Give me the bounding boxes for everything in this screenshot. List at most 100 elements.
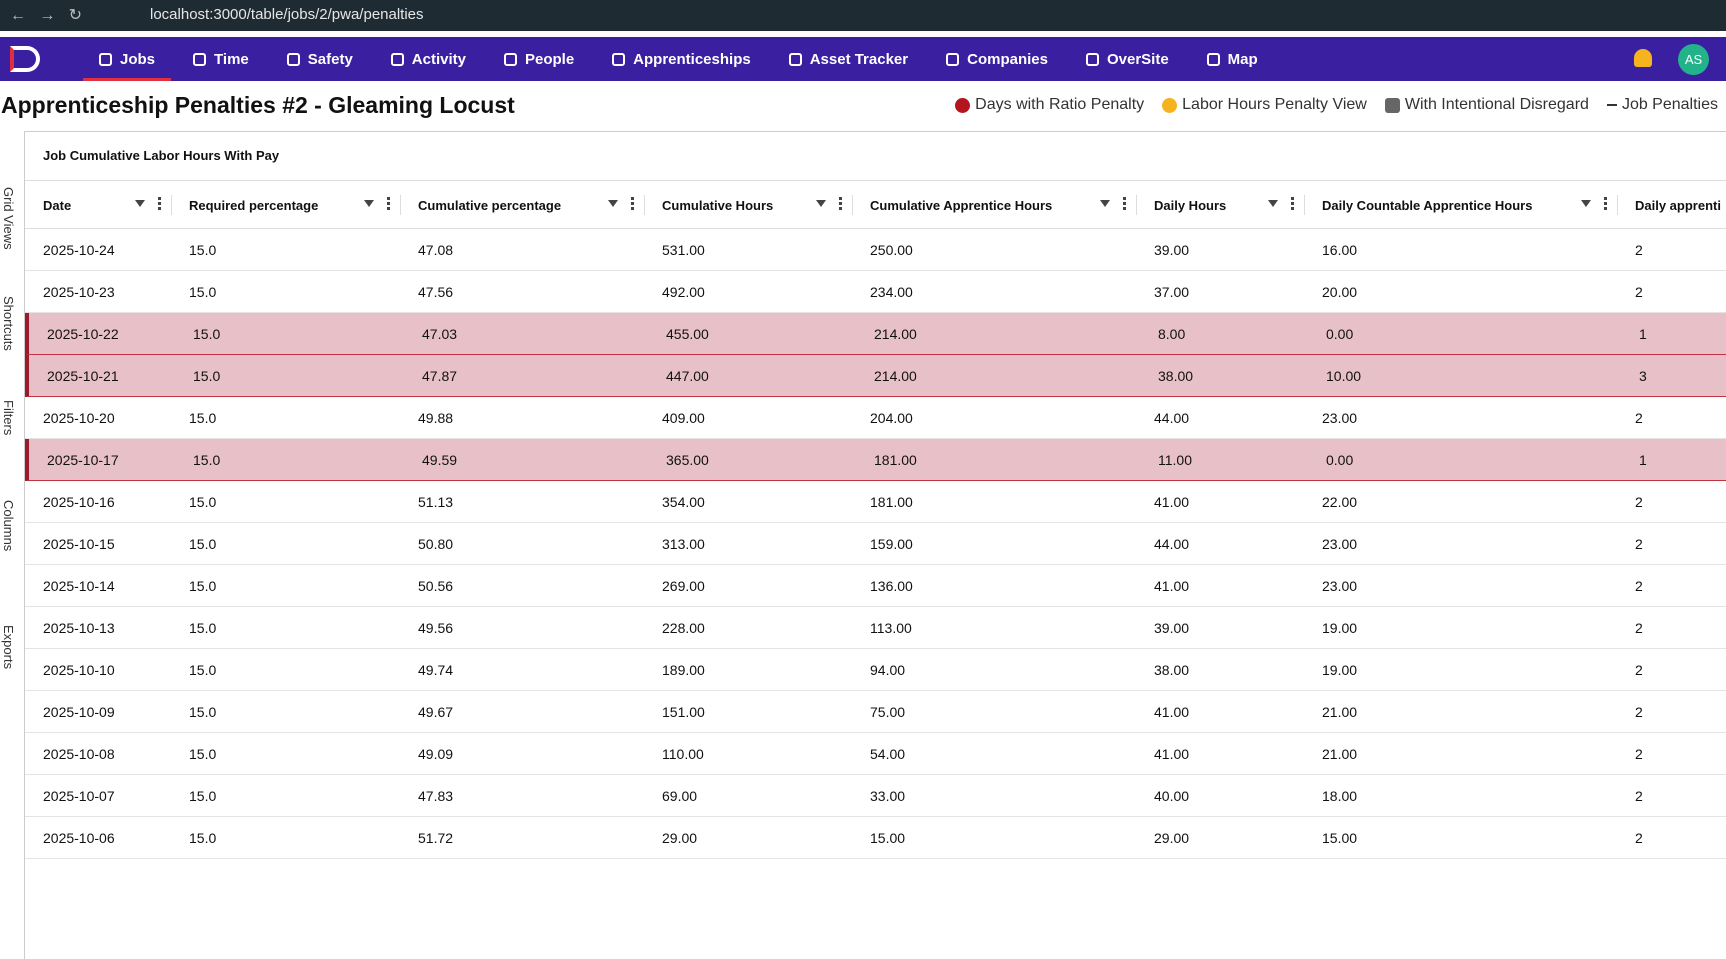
table-row[interactable]: 2025-10-14 15.0 50.56 269.00 136.00 41.00 23.0… [25, 565, 1726, 607]
nav-item[interactable]: Time [174, 37, 268, 81]
filter-icon[interactable] [816, 200, 826, 210]
column-header[interactable]: Daily apprenti [1635, 198, 1721, 213]
table-cell: 110.00 [662, 746, 704, 762]
menu-icon[interactable] [631, 197, 634, 210]
table-row[interactable]: 2025-10-23 15.0 47.56 492.00 234.00 37.00 20.0… [25, 271, 1726, 313]
column-separator [400, 195, 401, 215]
table-row[interactable]: 2025-10-08 15.0 49.09 110.00 54.00 41.00 21.00… [25, 733, 1726, 775]
table-cell: 69.00 [662, 788, 698, 804]
table-cell: 2 [1635, 788, 1643, 804]
menu-icon[interactable] [387, 197, 390, 210]
table-cell: 0.00 [1326, 452, 1354, 468]
filter-icon[interactable] [608, 200, 618, 210]
filter-icon[interactable] [1581, 200, 1591, 210]
header-link[interactable]: Job Penalties [1606, 96, 1718, 114]
nav-item[interactable]: Safety [268, 37, 372, 81]
column-header[interactable]: Required percentage [189, 198, 319, 213]
table-cell: 2025-10-07 [43, 788, 115, 804]
table-cell: 2025-10-10 [43, 662, 115, 678]
header-link[interactable]: With Intentional Disregard [1384, 96, 1589, 114]
link-label: Job Penalties [1621, 96, 1718, 113]
table-cell: 20.00 [1322, 284, 1358, 300]
header-link[interactable]: Labor Hours Penalty View [1162, 96, 1367, 114]
column-header[interactable]: Cumulative Hours [662, 198, 774, 213]
column-header[interactable]: Cumulative percentage [418, 198, 562, 213]
table-cell: 15.0 [189, 620, 217, 636]
menu-icon[interactable] [158, 197, 161, 210]
nav-item[interactable]: Companies [927, 37, 1067, 81]
filter-icon[interactable] [135, 200, 145, 210]
penalty-row[interactable]: 2025-10-22 15.0 47.03 455.00 214.00 8.00 0.00 1 [25, 313, 1726, 355]
table-title: Job Cumulative Labor Hours With Pay [43, 148, 280, 163]
table-row[interactable]: 2025-10-16 15.0 51.13 354.00 181.00 41.00 22.0… [25, 481, 1726, 523]
table-cell: 15.0 [189, 494, 217, 510]
menu-icon[interactable] [1123, 197, 1126, 210]
table-row[interactable]: 2025-10-24 15.0 47.08 531.00 250.00 39.00 16.0… [25, 229, 1726, 271]
table-cell: 47.83 [418, 788, 454, 804]
url[interactable]: localhost:3000/table/jobs/2/pwa/penaltie… [150, 6, 424, 23]
menu-icon[interactable] [839, 197, 842, 210]
bell[interactable] [1634, 49, 1652, 67]
table-cell: 49.88 [418, 410, 454, 426]
table-cell: 0.00 [1326, 326, 1354, 342]
table-row[interactable]: 2025-10-20 15.0 49.88 409.00 204.00 44.00 23.0… [25, 397, 1726, 439]
table-row[interactable]: 2025-10-10 15.0 49.74 189.00 94.00 38.00 19.00… [25, 649, 1726, 691]
link-icon [1384, 97, 1400, 113]
table-row[interactable]: 2025-10-13 15.0 49.56 228.00 113.00 39.00 19.0… [25, 607, 1726, 649]
filter-icon[interactable] [1100, 200, 1110, 210]
sidebar-tab[interactable]: Filters [1, 400, 16, 436]
header-link[interactable]: Days with Ratio Penalty [955, 96, 1144, 114]
nav-icon [612, 52, 626, 66]
nav-items: Jobs Time Safety Activity People Apprenticesh… [80, 37, 1277, 81]
table-cell: 41.00 [1154, 704, 1190, 720]
link-label: Labor Hours Penalty View [1182, 96, 1367, 113]
sidebar-tab[interactable]: Shortcuts [1, 296, 16, 351]
menu-icon[interactable] [1291, 197, 1294, 210]
nav-icon [193, 52, 207, 66]
table-cell: 15.0 [193, 452, 221, 468]
avatar[interactable]: AS [1678, 44, 1709, 75]
nav-item[interactable]: Asset Tracker [770, 37, 927, 81]
table-cell: 50.56 [418, 578, 454, 594]
table-cell: 2025-10-21 [47, 368, 119, 384]
penalty-row[interactable]: 2025-10-17 15.0 49.59 365.00 181.00 11.00 0.00… [25, 439, 1726, 481]
table-cell: 47.03 [422, 326, 458, 342]
table-cell: 136.00 [870, 578, 913, 594]
table-cell: 189.00 [662, 662, 705, 678]
sidebar-tab[interactable]: Exports [1, 625, 16, 670]
column-header[interactable]: Date [43, 198, 72, 213]
table-row[interactable]: 2025-10-07 15.0 47.83 69.00 33.00 40.00 18.00 2 [25, 775, 1726, 817]
sidebar-tab[interactable]: Columns [1, 500, 16, 552]
table-cell: 15.0 [193, 368, 221, 384]
table-cell: 50.80 [418, 536, 454, 552]
nav-item[interactable]: Activity [372, 37, 485, 81]
table-row[interactable]: 2025-10-09 15.0 49.67 151.00 75.00 41.00 21.00… [25, 691, 1726, 733]
column-separator [1617, 195, 1618, 215]
table-cell: 47.56 [418, 284, 454, 300]
nav-item[interactable]: Apprenticeships [593, 37, 770, 81]
filter-icon[interactable] [364, 200, 374, 210]
logo[interactable] [10, 46, 40, 72]
penalty-row[interactable]: 2025-10-21 15.0 47.87 447.00 214.00 38.00 10.0… [25, 355, 1726, 397]
menu-icon[interactable] [1604, 197, 1607, 210]
table-row[interactable]: 2025-10-15 15.0 50.80 313.00 159.00 44.00 23.0… [25, 523, 1726, 565]
column-header[interactable]: Cumulative Apprentice Hours [870, 198, 1053, 213]
table-row[interactable]: 2025-10-06 15.0 51.72 29.00 15.00 29.00 15.00 2 [25, 817, 1726, 859]
nav-label: Time [214, 50, 249, 68]
sidebar: Grid Views Shortcuts Filters Columns Exports [0, 131, 25, 959]
table-cell: 409.00 [662, 410, 705, 426]
table-cell: 49.74 [418, 662, 454, 678]
filter-icon[interactable] [1268, 200, 1278, 210]
nav-item[interactable]: OverSite [1067, 37, 1188, 81]
column-header[interactable]: Daily Countable Apprentice Hours [1322, 198, 1533, 213]
table-cell: 49.59 [422, 452, 458, 468]
nav-item[interactable]: Map [1188, 37, 1277, 81]
column-header[interactable]: Daily Hours [1154, 198, 1227, 213]
nav-label: Jobs [120, 50, 156, 68]
nav-buttons[interactable]: ← → ↻ [10, 7, 83, 24]
nav-item[interactable]: Jobs [80, 37, 174, 81]
table-cell: 214.00 [874, 368, 917, 384]
sidebar-tab[interactable]: Grid Views [1, 187, 16, 250]
nav-item[interactable]: People [485, 37, 593, 81]
table-cell: 15.00 [870, 830, 906, 846]
